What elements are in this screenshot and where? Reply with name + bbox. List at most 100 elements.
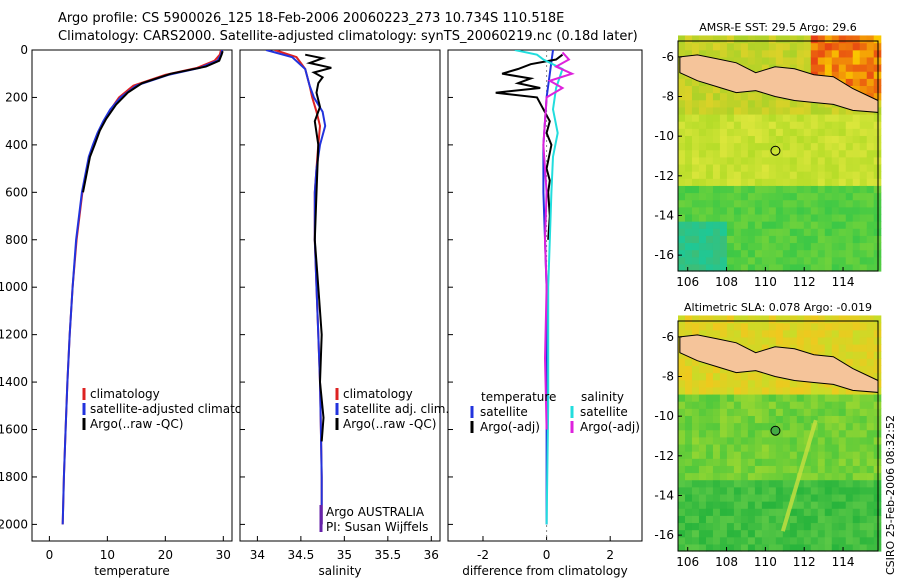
map-cell [838, 235, 847, 244]
map-cell [691, 213, 700, 222]
map-cell [866, 451, 875, 459]
map-cell [789, 163, 798, 172]
map-cell [803, 522, 812, 531]
map-cell [803, 228, 812, 236]
map-cell [754, 336, 763, 345]
map-cell [705, 99, 714, 108]
map-cell [768, 142, 777, 151]
map-cell [859, 221, 868, 229]
map-cell [817, 329, 826, 338]
map-cell [817, 228, 826, 236]
map-cell [775, 386, 784, 395]
map-cell [817, 493, 826, 502]
map-cell [705, 235, 714, 244]
map-cell [782, 192, 791, 201]
map-cell [824, 351, 833, 359]
map-cell [845, 436, 854, 445]
map-cell [678, 221, 686, 229]
map-cell [838, 493, 847, 502]
map-cell [684, 429, 693, 438]
map-cell [810, 329, 819, 338]
map-cell [845, 249, 854, 258]
map-cell [775, 221, 784, 229]
map-cell [852, 156, 861, 165]
map-cell [782, 429, 791, 438]
map-cell [838, 479, 847, 488]
map-cell [803, 99, 812, 108]
map-cell [747, 508, 756, 516]
map-cell [817, 422, 826, 431]
map-cell [775, 263, 784, 272]
map-cell [796, 35, 805, 44]
map-cell [852, 64, 861, 72]
map-cell [747, 235, 756, 244]
map-cell [789, 472, 798, 481]
map-cell [747, 242, 756, 251]
map-cell [684, 436, 693, 445]
map-cell [775, 235, 784, 244]
map-cell [712, 213, 721, 222]
map-cell [775, 529, 784, 538]
map-cell [803, 49, 812, 58]
map-cell [747, 515, 756, 524]
map-cell [719, 472, 728, 481]
map-cell [747, 185, 756, 194]
map-cell [705, 263, 714, 272]
map-cell [740, 479, 749, 488]
map-cell [691, 493, 700, 502]
map-cell [838, 142, 847, 151]
map-cell [803, 149, 812, 158]
map-cell [719, 99, 728, 108]
map-cell [775, 401, 784, 409]
map-cell [845, 142, 854, 151]
map-cell [859, 465, 868, 474]
map-cell [761, 192, 770, 201]
map-cell [740, 379, 749, 388]
map-cell [866, 42, 875, 51]
map-cell [810, 429, 819, 438]
map-cell [803, 121, 812, 129]
map-cell [817, 315, 826, 324]
map-cell [831, 128, 840, 136]
map-cell [775, 99, 784, 108]
map-cell [726, 235, 735, 244]
map-cell [866, 192, 875, 201]
map-cell [817, 501, 826, 509]
map-cell [691, 85, 700, 94]
map-cell [796, 42, 805, 51]
map-cell [859, 436, 868, 445]
map-cell [712, 199, 721, 208]
x-tick-label: 110 [754, 275, 777, 289]
map-cell [740, 35, 749, 44]
map-cell [838, 472, 847, 481]
map-cell [678, 242, 686, 251]
map-cell [698, 436, 707, 445]
map-cell [733, 515, 742, 524]
map-cell [712, 106, 721, 115]
map-cell [852, 49, 861, 58]
map-cell [817, 522, 826, 531]
map-cell [845, 543, 854, 552]
map-cell [712, 163, 721, 172]
map-cell [782, 408, 791, 416]
map-cell [705, 322, 714, 331]
map-cell [859, 206, 868, 215]
map-cell [684, 322, 693, 331]
map-cell [678, 508, 686, 516]
map-cell [810, 242, 819, 251]
map-cell [761, 163, 770, 172]
map-cell [726, 106, 735, 115]
map-cell [712, 372, 721, 381]
map-cell [796, 422, 805, 431]
x-axis-label: salinity [318, 564, 361, 578]
map-cell [775, 436, 784, 445]
map-title: Altimetric SLA: 0.078 Argo: -0.019 [684, 301, 872, 314]
map-cell [768, 486, 777, 495]
map-cell [747, 64, 756, 72]
map-cell [838, 213, 847, 222]
map-cell [782, 99, 791, 108]
map-cell [803, 493, 812, 502]
map-cell [747, 42, 756, 51]
map-cell [831, 64, 840, 72]
map-cell [852, 206, 861, 215]
